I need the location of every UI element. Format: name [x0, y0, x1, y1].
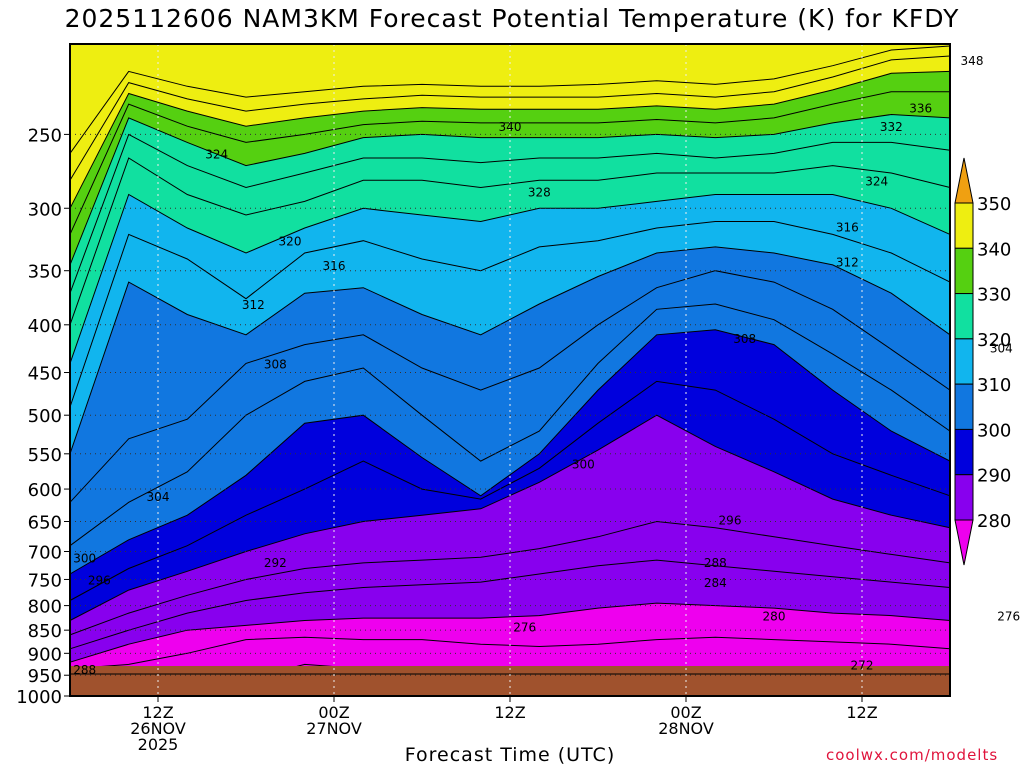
contour-308 [69, 270, 951, 503]
colorbar-tick-label: 280 [977, 511, 1011, 532]
y-tick-label: 550 [28, 445, 62, 466]
colorbar-tick-label: 350 [977, 194, 1011, 215]
contour-300 [69, 329, 951, 575]
y-tick-label: 400 [28, 316, 62, 337]
chart-title: 2025112606 NAM3KM Forecast Potential Tem… [64, 4, 960, 33]
contour-label: 308 [733, 332, 756, 346]
contour-label: 296 [88, 573, 111, 587]
contour-280 [69, 602, 951, 663]
fill-band-348 [70, 44, 950, 154]
x-tick-label: 27NOV [306, 719, 362, 738]
y-tick-label: 700 [28, 543, 62, 564]
contour-label: 272 [851, 658, 874, 672]
contour-label: 324 [205, 147, 228, 161]
x-tick-label: 12Z [494, 703, 525, 722]
colorbar-tick-label: 320 [977, 330, 1011, 351]
colorbar-extend-low [954, 519, 974, 566]
contour-312 [69, 246, 951, 454]
y-tick-label: 900 [28, 644, 62, 665]
y-tick-label: 350 [28, 262, 62, 283]
contour-320 [69, 193, 951, 364]
contour-label: 304 [147, 490, 170, 504]
colorbar-extend-high [954, 157, 974, 204]
x-tick-label: 12Z [846, 703, 877, 722]
contour-label: 316 [836, 221, 859, 235]
x-tick-label: 28NOV [658, 719, 714, 738]
colorbar-swatch [954, 474, 974, 521]
contour-label: 336 [909, 102, 932, 116]
contour-328 [69, 133, 951, 294]
colorbar-tick-label: 310 [977, 375, 1011, 396]
contour-label: 288 [704, 556, 727, 570]
colorbar-tick-label: 300 [977, 420, 1011, 441]
contour-label: 320 [279, 235, 302, 249]
contour-label: 276 [513, 620, 536, 634]
contour-label: 284 [704, 576, 727, 590]
contour-label: 276 [997, 610, 1020, 624]
contour-288 [69, 520, 951, 636]
contour-316 [69, 221, 951, 408]
credit-link[interactable]: coolwx.com/modelts [826, 746, 999, 764]
colorbar-swatch [954, 202, 974, 249]
contour-label: 348 [961, 54, 984, 68]
colorbar-swatch [954, 338, 974, 385]
contour-label: 312 [836, 255, 859, 269]
colorbar-swatch [954, 247, 974, 295]
colorbar-swatch [954, 293, 974, 340]
contour-label: 332 [880, 120, 903, 134]
y-tick-label: 650 [28, 512, 62, 533]
y-tick-label: 250 [28, 125, 62, 146]
contour-label: 324 [865, 174, 888, 188]
colorbar-tick-label: 340 [977, 239, 1011, 260]
contour-label: 288 [73, 663, 96, 677]
y-tick-label: 750 [28, 570, 62, 591]
contour-label: 316 [323, 259, 346, 273]
y-tick-label: 500 [28, 406, 62, 427]
y-tick-label: 600 [28, 480, 62, 501]
x-tick-label: 12Z [142, 703, 173, 722]
colorbar-tick-label: 330 [977, 285, 1011, 306]
contour-label: 292 [264, 556, 287, 570]
contour-label: 280 [763, 610, 786, 624]
contour-label: 308 [264, 357, 287, 371]
x-tick-label: 00Z [670, 703, 701, 722]
contour-label: 312 [242, 298, 265, 312]
contour-label: 304 [990, 341, 1013, 355]
contour-344 [69, 55, 951, 181]
x-tick-label: 2025 [138, 735, 179, 754]
y-tick-label: 450 [28, 364, 62, 385]
y-tick-label: 300 [28, 199, 62, 220]
y-tick-label: 1000 [16, 687, 62, 708]
contour-label: 296 [719, 514, 742, 528]
y-tick-label: 850 [28, 621, 62, 642]
contour-label: 328 [528, 186, 551, 200]
contour-332 [69, 113, 951, 266]
contour-label: 340 [499, 120, 522, 134]
colorbar-swatch [954, 383, 974, 430]
x-axis-label: Forecast Time (UTC) [404, 744, 616, 766]
y-tick-label: 950 [28, 666, 62, 687]
colorbar-tick-label: 290 [977, 466, 1011, 487]
x-tick-label: 00Z [318, 703, 349, 722]
contour-label: 300 [73, 551, 96, 565]
x-tick-label: 26NOV [130, 719, 186, 738]
contour-340 [69, 70, 951, 209]
y-tick-label: 800 [28, 597, 62, 618]
contour-label: 300 [572, 457, 595, 471]
colorbar-swatch [954, 428, 974, 476]
